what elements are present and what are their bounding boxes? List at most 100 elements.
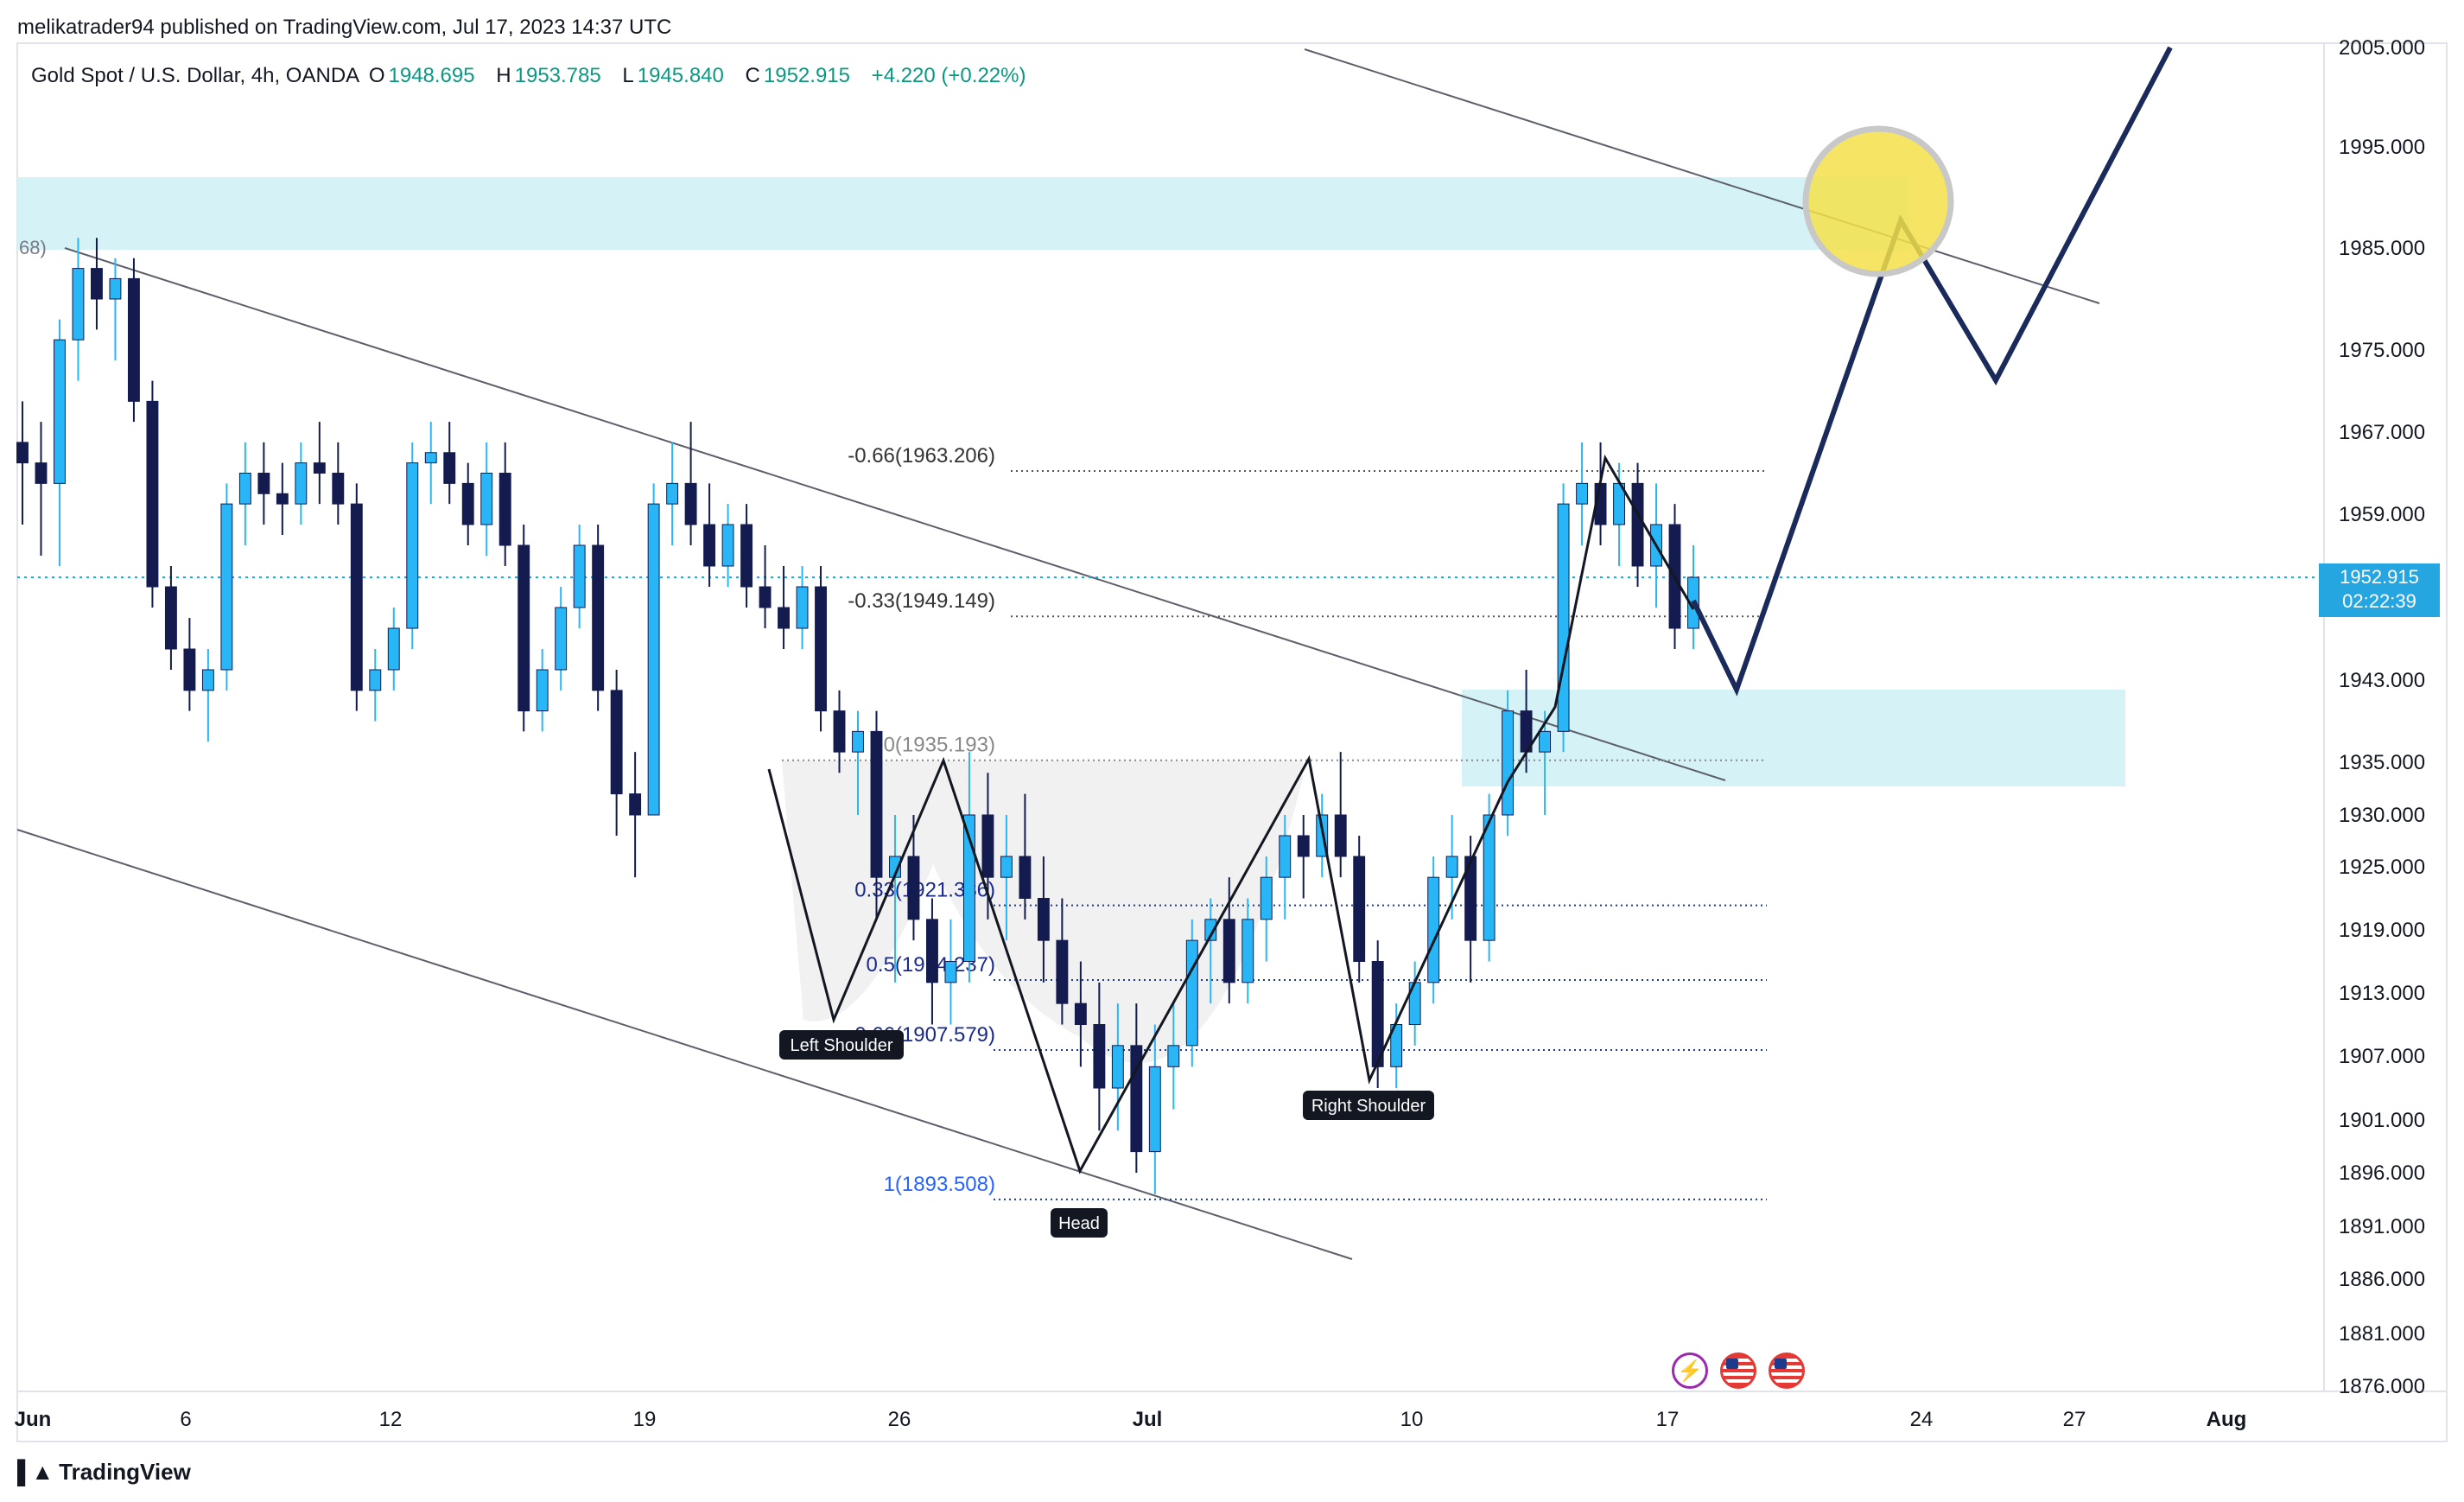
candle-up xyxy=(1185,939,1198,1047)
candle-up xyxy=(72,268,85,340)
svg-text:Head: Head xyxy=(1058,1214,1100,1233)
candle-up xyxy=(852,730,864,753)
candle-up xyxy=(721,524,734,567)
tradingview-logo-icon: ▌▲ xyxy=(17,1459,54,1485)
projection-path xyxy=(1691,46,2173,697)
price-tick-label: 1907.000 xyxy=(2339,1045,2425,1068)
us-flag-icon[interactable] xyxy=(1769,1352,1805,1389)
candle-down xyxy=(1631,482,1644,567)
time-tick-label: 17 xyxy=(1656,1408,1680,1431)
candle-up xyxy=(295,462,308,505)
price-tick-label: 1881.000 xyxy=(2339,1322,2425,1346)
current-price-value: 1952.915 xyxy=(2340,566,2419,588)
candle-down xyxy=(778,607,790,629)
candle-down xyxy=(1222,919,1235,983)
price-tick-label: 1913.000 xyxy=(2339,982,2425,1005)
price-tick-label: 1901.000 xyxy=(2339,1109,2425,1132)
candle-up xyxy=(238,473,251,505)
close-value: 1952.915 xyxy=(763,64,850,87)
candle-down xyxy=(684,482,697,525)
candle-up xyxy=(944,961,957,983)
right-shoulder-label: Right Shoulder xyxy=(1303,1091,1434,1120)
fib-level-label: 0(1935.193) xyxy=(884,734,995,757)
candle-up xyxy=(109,277,122,300)
price-tick-label: 1891.000 xyxy=(2339,1215,2425,1238)
fib-level-label: -0.66(1963.206) xyxy=(848,444,995,468)
price-tick-label: 1896.000 xyxy=(2339,1162,2425,1185)
candle-up xyxy=(1502,710,1515,816)
price-axis[interactable]: 2005.000 1995.000 1985.000 1975.000 1967.000… xyxy=(2339,36,2425,1398)
candle-down xyxy=(815,586,827,712)
candle-down xyxy=(629,793,642,816)
channel-future-line xyxy=(1304,48,2100,304)
price-tick-label: 1886.000 xyxy=(2339,1268,2425,1291)
time-tick-label: Jun xyxy=(15,1408,52,1431)
candle-down xyxy=(350,503,363,691)
price-tick-label: 1975.000 xyxy=(2339,339,2425,362)
time-tick-label: 10 xyxy=(1400,1408,1424,1431)
lightning-icon[interactable]: ⚡ xyxy=(1672,1352,1708,1389)
candle-up xyxy=(424,452,437,464)
open-value: 1948.695 xyxy=(388,64,475,87)
time-tick-label: 24 xyxy=(1910,1408,1934,1431)
candle-down xyxy=(35,462,48,484)
candle-down xyxy=(127,277,140,402)
candle-up xyxy=(573,544,586,608)
candle-up xyxy=(962,814,975,962)
candle-up xyxy=(1445,856,1458,878)
candle-down xyxy=(740,524,753,588)
candle-down xyxy=(183,648,196,691)
price-tick-label: 1919.000 xyxy=(2339,919,2425,942)
candle-down xyxy=(164,586,177,650)
candle-down xyxy=(1056,939,1069,1004)
candle-up xyxy=(1576,482,1589,505)
publisher-header: melikatrader94 published on TradingView.… xyxy=(17,16,672,39)
chart-frame xyxy=(16,42,2448,1442)
candle-up xyxy=(1483,814,1496,941)
candle-down xyxy=(313,462,326,474)
price-tick-label: 1925.000 xyxy=(2339,856,2425,879)
channel-upper-line xyxy=(64,247,1726,781)
time-tick-label: Jul xyxy=(1133,1408,1163,1431)
candle-down xyxy=(16,442,29,464)
candle-up xyxy=(1167,1045,1180,1067)
candle-down xyxy=(1353,856,1366,962)
time-tick-label: 6 xyxy=(180,1408,191,1431)
price-tick-label: 1943.000 xyxy=(2339,669,2425,692)
candle-up xyxy=(1427,876,1440,983)
candle-down xyxy=(759,586,772,608)
tradingview-brand[interactable]: ▌▲ TradingView xyxy=(17,1459,191,1486)
candle-down xyxy=(1334,814,1347,857)
candle-up xyxy=(796,586,809,629)
candle-down xyxy=(1093,1024,1106,1089)
time-axis[interactable]: Jun 6 12 19 26 Jul 10 17 24 27 Aug xyxy=(15,1408,2247,1431)
price-tick-label: 1876.000 xyxy=(2339,1375,2425,1398)
symbol-name[interactable]: Gold Spot / U.S. Dollar, 4h, OANDA xyxy=(31,64,360,87)
time-tick-label: 26 xyxy=(888,1408,911,1431)
candle-up xyxy=(201,669,214,691)
low-label: L xyxy=(622,64,634,87)
svg-text:Left Shoulder: Left Shoulder xyxy=(791,1036,893,1055)
price-tick-label: 1985.000 xyxy=(2339,237,2425,260)
lower-zone xyxy=(1462,690,2125,786)
candle-down xyxy=(1464,856,1477,941)
svg-text:Right Shoulder: Right Shoulder xyxy=(1311,1097,1426,1116)
candle-down xyxy=(257,473,270,494)
change-value: +4.220 (+0.22%) xyxy=(871,64,1026,87)
upper-zone xyxy=(17,177,1909,250)
candle-up xyxy=(647,503,660,816)
us-flag-icon[interactable] xyxy=(1720,1352,1756,1389)
candle-up xyxy=(220,503,233,671)
candle-up xyxy=(1204,919,1217,941)
candle-up xyxy=(536,669,549,712)
candle-up xyxy=(1557,503,1570,732)
candle-down xyxy=(833,710,846,753)
candle-down xyxy=(1019,856,1032,899)
candle-up xyxy=(387,627,400,671)
open-label: O xyxy=(368,64,385,87)
candle-down xyxy=(332,473,345,505)
candle-up xyxy=(369,669,382,691)
candle-down xyxy=(499,473,511,546)
candle-down xyxy=(703,524,716,567)
